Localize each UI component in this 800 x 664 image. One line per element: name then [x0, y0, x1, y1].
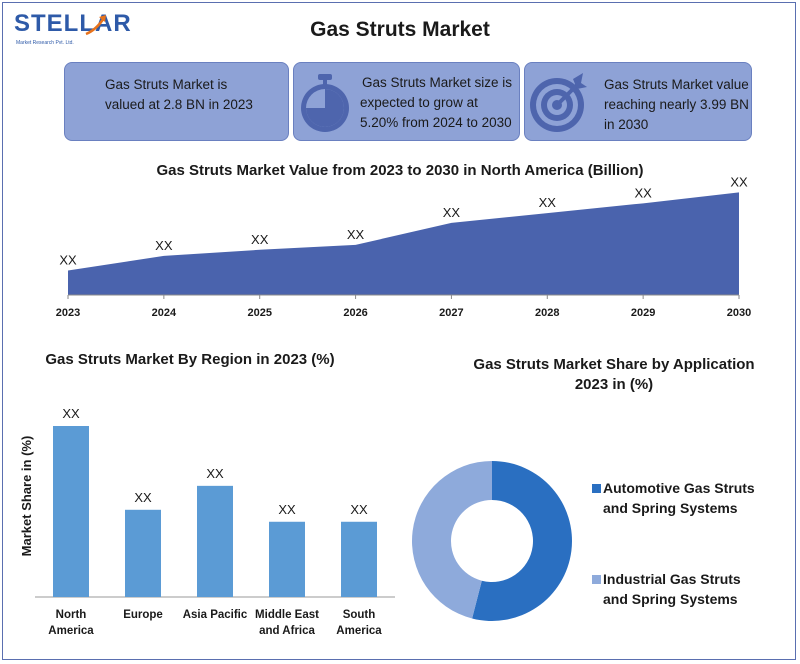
data-label: XX [134, 490, 152, 505]
bar [125, 509, 161, 597]
donut-slice [472, 461, 572, 621]
legend-label: and Spring Systems [603, 591, 738, 607]
legend-label: Automotive Gas Struts [603, 480, 755, 496]
x-tick-label: 2029 [631, 307, 655, 319]
data-label: XX [730, 174, 748, 189]
bar-chart-title: Gas Struts Market By Region in 2023 (%) [45, 351, 335, 368]
card-line: 5.20% from 2024 to 2030 [360, 115, 512, 130]
card-line: Gas Struts Market is [105, 77, 228, 92]
data-label: XX [251, 232, 269, 247]
data-label: XX [347, 227, 365, 242]
x-tick-label: America [48, 625, 94, 637]
card-line: Gas Struts Market size is [362, 75, 513, 90]
data-label: XX [278, 502, 296, 517]
legend-swatch-industrial [592, 575, 601, 584]
card-line: Gas Struts Market value [604, 77, 749, 92]
x-tick-label: Middle East [255, 609, 319, 621]
data-label: XX [206, 466, 224, 481]
donut-title-line: Gas Struts Market Share by Application [473, 356, 755, 373]
x-tick-label: South [343, 609, 376, 621]
x-tick-label: and Africa [259, 625, 315, 637]
x-tick-label: 2026 [343, 307, 367, 319]
donut-chart [412, 461, 572, 621]
stat-card-valuation: Gas Struts Market is valued at 2.8 BN in… [64, 62, 289, 141]
x-tick-label: 2030 [727, 307, 751, 319]
legend-swatch-automotive [592, 484, 601, 493]
stat-card-growth: Gas Struts Market size is expected to gr… [293, 62, 520, 141]
donut-slice [412, 461, 492, 619]
bar [269, 521, 305, 597]
page-title: Gas Struts Market [310, 18, 490, 41]
logo-tagline: Market Research Pvt. Ltd. [16, 40, 74, 46]
x-tick-label: Asia Pacific [183, 609, 248, 621]
stellar-logo: STELLAR Market Research Pvt. Ltd. [14, 10, 131, 58]
x-tick-label: America [336, 625, 382, 637]
card-line: expected to grow at [360, 95, 478, 110]
bar-chart: Market Share in (%) XX North America XX Europ… [19, 406, 395, 637]
bar [197, 485, 233, 597]
bar [341, 521, 377, 597]
card-line: valued at 2.8 BN in 2023 [105, 97, 253, 112]
donut-title-line: 2023 in (%) [574, 376, 654, 393]
x-tick-label: 2024 [152, 307, 177, 319]
y-axis-label: Market Share in (%) [19, 436, 34, 557]
card-line: reaching nearly 3.99 BN [604, 97, 749, 112]
x-tick-label: 2028 [535, 307, 559, 319]
data-label: XX [443, 205, 461, 220]
legend-label: and Spring Systems [603, 500, 738, 516]
stopwatch-icon [301, 74, 349, 132]
data-label: XX [350, 502, 368, 517]
area-chart-title: Gas Struts Market Value from 2023 to 203… [156, 162, 644, 179]
area-series [68, 192, 739, 295]
bar [53, 426, 89, 597]
data-label: XX [62, 406, 80, 421]
donut-chart-title: Gas Struts Market Share by Application 2… [464, 355, 764, 395]
data-label: XX [155, 238, 173, 253]
x-tick-label: Europe [123, 609, 163, 621]
logo-name: STELLAR [14, 10, 132, 37]
logo-arrow-icon [85, 15, 106, 36]
data-label: XX [634, 185, 652, 200]
area-chart: 2023 XX 2024 XX 2025 XX 2026 XX 2027 XX 2028 XX 2029… [56, 174, 751, 319]
legend-label: Industrial Gas Struts [603, 571, 741, 587]
target-icon [530, 73, 587, 132]
stat-card-forecast: Gas Struts Market value reaching nearly … [524, 62, 752, 141]
x-tick-label: North [56, 609, 87, 621]
x-tick-label: 2025 [247, 307, 271, 319]
data-label: XX [59, 253, 77, 268]
data-label: XX [539, 195, 557, 210]
x-tick-label: 2023 [56, 307, 80, 319]
card-line: in 2030 [604, 117, 649, 132]
x-tick-label: 2027 [439, 307, 463, 319]
